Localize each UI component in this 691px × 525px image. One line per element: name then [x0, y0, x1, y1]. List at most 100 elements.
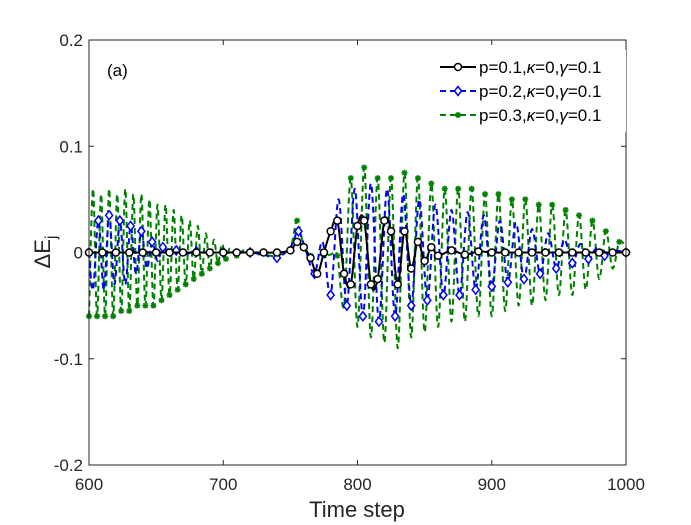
data-point — [549, 201, 556, 208]
y-tick-label: -0.1 — [54, 350, 83, 369]
data-point — [400, 227, 409, 236]
data-point — [468, 185, 475, 192]
x-tick-label: 800 — [343, 475, 371, 494]
data-point — [413, 237, 423, 247]
data-point — [380, 216, 389, 225]
data-point — [406, 264, 416, 273]
data-point — [581, 248, 590, 257]
data-point — [312, 269, 322, 278]
data-point — [174, 286, 181, 293]
data-point — [346, 280, 356, 289]
data-point — [182, 281, 189, 288]
data-point — [359, 216, 369, 225]
tick-labels: 600 700 800 900 1000 -0.2 -0.1 0 0.1 0.2 — [54, 31, 645, 494]
data-point — [319, 248, 329, 257]
panel-label: (a) — [107, 61, 128, 80]
y-tick-label: 0.1 — [59, 137, 83, 156]
data-point — [334, 252, 341, 259]
data-point — [374, 175, 381, 182]
legend-marker — [455, 112, 461, 118]
legend-label: p=0.3,κ=0,γ=0.1 — [479, 106, 601, 125]
data-point — [259, 248, 268, 257]
data-point — [150, 302, 157, 309]
data-point — [541, 248, 550, 257]
data-point — [299, 242, 309, 252]
data-point — [214, 260, 221, 267]
legend-entry: p=0.1,κ=0,γ=0.1 — [440, 58, 601, 77]
y-axis-label-sub: j — [43, 236, 60, 241]
data-point — [326, 289, 336, 301]
data-point — [190, 276, 197, 283]
data-point — [514, 248, 523, 257]
data-point — [482, 191, 489, 198]
data-point — [125, 248, 134, 257]
legend-marker — [453, 62, 463, 72]
data-point — [134, 302, 141, 309]
data-point — [245, 248, 255, 257]
data-point — [147, 236, 157, 248]
data-point — [339, 269, 349, 278]
y-tick-label: -0.2 — [54, 456, 83, 475]
data-point — [471, 283, 481, 296]
data-point — [94, 313, 101, 320]
data-point — [455, 289, 464, 301]
data-point — [522, 196, 529, 203]
data-point — [222, 255, 229, 262]
data-point — [358, 310, 368, 322]
legend: p=0.1,κ=0,γ=0.1 p=0.2,κ=0,γ=0.1 p=0.3,κ=0,… — [420, 50, 626, 132]
data-point — [390, 310, 400, 322]
data-point — [192, 248, 201, 257]
data-point — [500, 248, 510, 257]
data-point — [420, 256, 429, 266]
data-point — [535, 268, 545, 280]
series-line — [89, 214, 626, 291]
data-point — [487, 248, 496, 257]
data-point — [401, 169, 408, 176]
data-point — [118, 307, 125, 314]
data-point — [178, 248, 188, 257]
data-point — [527, 248, 537, 257]
x-axis-label: Time step — [309, 497, 405, 522]
data-point — [608, 248, 617, 257]
data-point — [508, 196, 515, 203]
data-point — [594, 248, 604, 257]
data-point — [98, 248, 107, 257]
axes-box — [88, 39, 627, 466]
data-point — [158, 297, 165, 304]
series-line — [88, 166, 627, 350]
data-point — [567, 257, 577, 269]
data-point — [205, 248, 215, 257]
data-point — [151, 248, 161, 257]
data-point — [126, 307, 133, 314]
data-point — [342, 299, 352, 312]
data-point — [272, 248, 282, 257]
legend-label: p=0.1,κ=0,γ=0.1 — [479, 58, 601, 77]
data-point — [554, 248, 564, 257]
data-point — [393, 280, 403, 289]
data-point — [551, 262, 561, 275]
legend-marker — [453, 85, 463, 97]
data-point — [519, 273, 529, 285]
data-point — [406, 299, 416, 312]
y-axis-label-main: ΔE — [30, 239, 55, 268]
x-tick-label: 1000 — [607, 475, 645, 494]
data-point — [503, 276, 513, 288]
data-point — [422, 294, 432, 307]
data-point — [373, 274, 382, 284]
data-point — [292, 237, 302, 247]
data-point — [616, 238, 623, 245]
data-point — [286, 246, 295, 255]
data-point — [126, 220, 136, 232]
data-point — [333, 216, 342, 225]
legend-entry: p=0.2,κ=0,γ=0.1 — [440, 82, 601, 101]
data-point — [293, 225, 303, 237]
data-point — [535, 201, 542, 208]
data-point — [576, 212, 583, 219]
data-point — [219, 248, 228, 257]
data-point — [232, 248, 241, 257]
data-point — [142, 302, 149, 309]
data-point — [115, 214, 125, 227]
data-point — [562, 207, 569, 213]
data-point — [414, 175, 421, 182]
